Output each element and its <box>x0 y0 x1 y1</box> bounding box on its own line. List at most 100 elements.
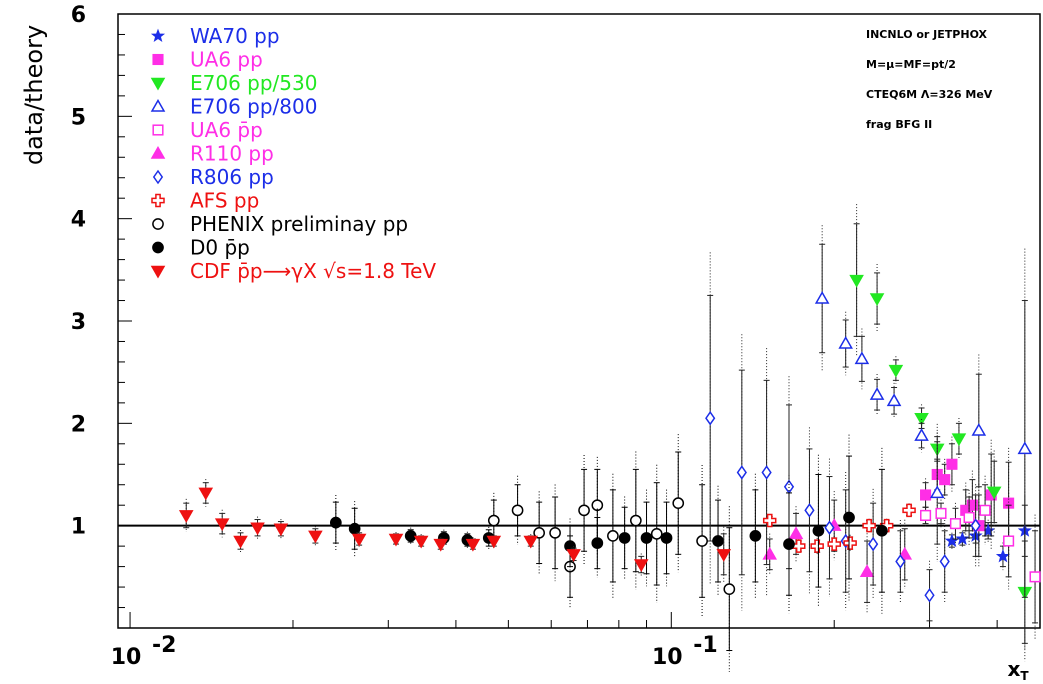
x-tick-exponent: -2 <box>152 633 176 658</box>
data-point <box>672 497 685 510</box>
data-point <box>351 533 367 547</box>
data-point <box>629 514 642 527</box>
data-point <box>413 535 429 549</box>
legend-marker <box>152 53 164 66</box>
data-point <box>966 499 978 511</box>
data-point <box>876 524 888 537</box>
legend-marker <box>152 218 164 230</box>
data-point <box>618 532 631 544</box>
data-point <box>895 554 906 569</box>
data-point <box>465 538 481 552</box>
data-point <box>1029 571 1041 583</box>
y-tick-label: 6 <box>71 3 86 28</box>
legend-label: R110 pp <box>190 142 274 166</box>
data-point <box>986 486 1002 500</box>
legend-marker <box>152 124 164 136</box>
data-point <box>723 583 736 595</box>
data-point <box>633 559 649 573</box>
data-point <box>591 537 604 549</box>
data-point <box>788 526 804 540</box>
y-tick-label: 1 <box>71 515 86 540</box>
data-point <box>827 537 841 551</box>
data-point <box>348 522 361 535</box>
data-point <box>1003 535 1015 547</box>
data-point <box>951 433 967 447</box>
legend-marker <box>150 28 166 43</box>
data-point <box>578 504 590 517</box>
legend-marker <box>150 98 166 112</box>
data-point <box>810 539 824 553</box>
y-axis-label: data/theory <box>20 25 48 165</box>
series-5 <box>922 475 1039 640</box>
data-point <box>511 504 524 517</box>
data-point <box>939 474 951 486</box>
data-point <box>705 410 716 426</box>
legend-label: UA6 pp <box>190 48 263 72</box>
data-point <box>486 535 502 549</box>
data-point <box>792 539 806 553</box>
data-point <box>955 531 970 545</box>
data-point <box>849 274 864 288</box>
data-point <box>843 511 855 524</box>
data-point <box>762 513 777 528</box>
data-point <box>198 487 214 501</box>
data-point <box>838 336 853 349</box>
annotation-text: INCNLO or JETPHOX <box>866 28 988 41</box>
data-point <box>868 536 879 552</box>
data-point <box>902 503 916 518</box>
data-point <box>970 518 981 533</box>
data-point <box>523 535 539 549</box>
legend-label: PHENIX preliminay pp <box>190 212 408 236</box>
data-point <box>761 465 772 480</box>
data-point <box>233 535 248 549</box>
data-point <box>886 393 902 407</box>
data-point <box>736 465 747 480</box>
data-point <box>433 538 449 552</box>
data-point <box>946 458 958 470</box>
data-point <box>862 518 876 533</box>
data-point <box>854 351 870 365</box>
data-point <box>591 499 604 512</box>
data-point <box>869 387 885 400</box>
legend-label: E706 pp/530 <box>190 71 317 95</box>
data-point <box>814 290 830 304</box>
series-10 <box>332 434 885 614</box>
data-point <box>388 533 404 547</box>
legend-marker <box>152 241 164 254</box>
data-point <box>995 548 1011 563</box>
data-point <box>869 293 885 306</box>
data-point <box>716 549 732 562</box>
data-point <box>929 485 945 499</box>
data-point <box>487 514 500 527</box>
data-point <box>712 535 724 547</box>
series-11 <box>183 479 727 582</box>
series-7 <box>707 252 979 630</box>
data-point <box>762 546 778 560</box>
data-point <box>214 518 230 532</box>
data-point <box>607 530 619 542</box>
legend-marker <box>151 193 165 208</box>
y-tick-label: 3 <box>71 310 86 335</box>
data-point <box>949 518 962 530</box>
data-point <box>329 516 342 529</box>
data-point <box>879 518 894 533</box>
annotation-text: CTEQ6M Λ=326 MeV <box>866 88 993 101</box>
data-point <box>549 526 561 539</box>
data-point <box>640 532 653 544</box>
y-tick-label: 4 <box>71 208 86 233</box>
legend-marker <box>152 169 164 185</box>
y-tick-label: 2 <box>71 412 86 437</box>
x-tick-label: 10 <box>111 645 142 670</box>
legend-label: AFS pp <box>190 189 259 213</box>
data-point <box>1017 441 1033 455</box>
legend-label: E706 pp/800 <box>190 95 317 119</box>
data-point <box>660 532 673 544</box>
legend-label: D0 p̄p <box>190 236 250 260</box>
data-point <box>824 520 835 536</box>
legend-label: CDF p̄p⟶γX √s=1.8 TeV <box>190 259 436 283</box>
data-point <box>812 524 825 537</box>
y-tick-label: 5 <box>71 105 86 130</box>
data-point <box>924 587 935 603</box>
